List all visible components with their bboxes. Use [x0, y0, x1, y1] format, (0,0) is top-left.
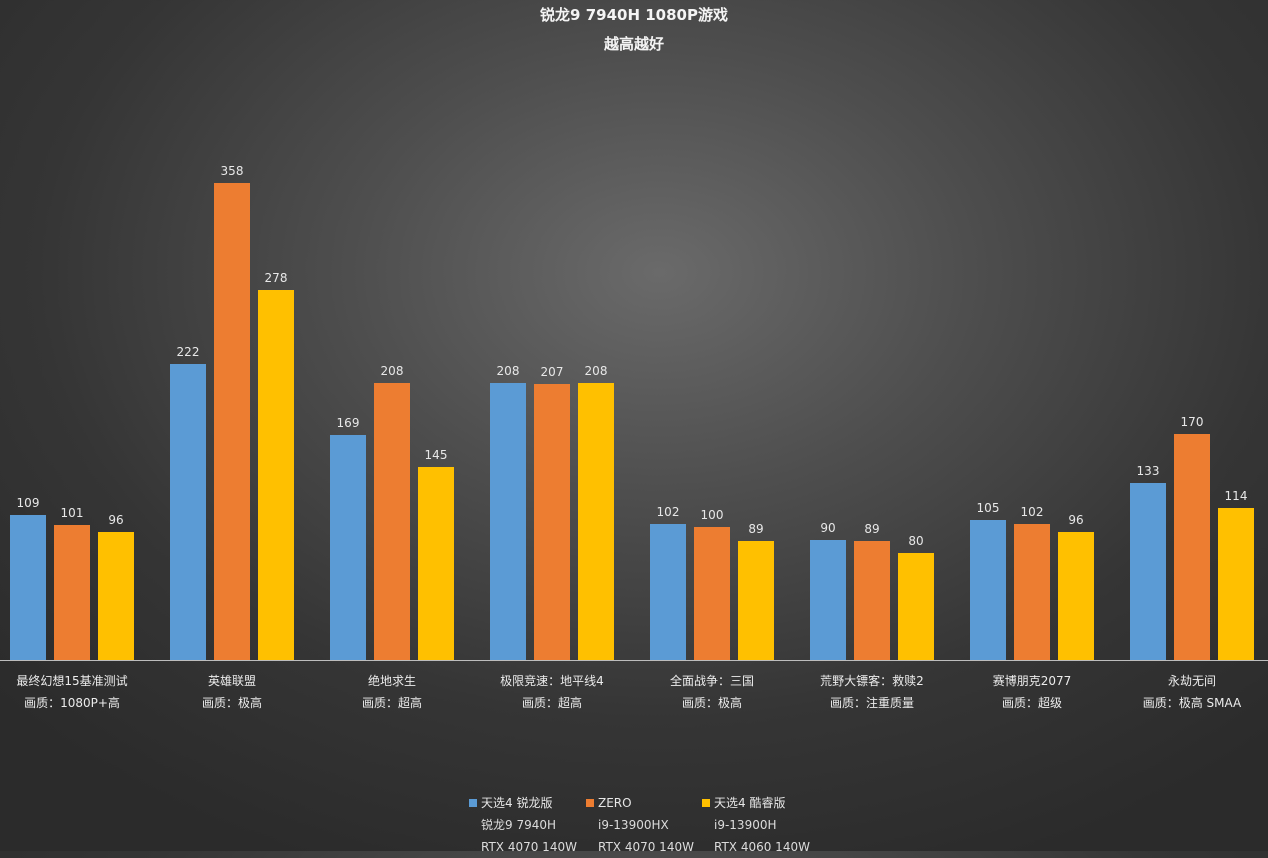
bar: [418, 467, 454, 660]
bar: [490, 383, 526, 660]
category-quality-label: 画质：1080P+高: [24, 696, 120, 710]
data-label: 222: [176, 345, 200, 359]
data-label: 102: [656, 505, 680, 519]
data-label: 80: [908, 534, 924, 548]
chart-title: 锐龙9 7940H 1080P游戏: [540, 6, 728, 24]
bar: [330, 435, 366, 660]
bar: [98, 532, 134, 660]
bar: [214, 183, 250, 660]
legend-swatch: [469, 799, 477, 807]
category-quality-label: 画质：超高: [361, 696, 422, 710]
category-label: 最终幻想15基准测试: [16, 674, 128, 688]
category-quality-label: 画质：极高: [201, 696, 262, 710]
category-label: 绝地求生: [367, 674, 416, 688]
legend-series-name: ZERO: [598, 796, 632, 810]
legend-item: 天选4 酷睿版 i9-13900H RTX 4060 140W: [702, 792, 810, 858]
bar: [54, 525, 90, 660]
bar: [1174, 434, 1210, 660]
category-label: 永劫无间: [1167, 674, 1216, 688]
data-label: 208: [380, 364, 404, 378]
data-label: 278: [264, 271, 288, 285]
bar: [1130, 483, 1166, 660]
data-label: 207: [540, 365, 564, 379]
chart-subtitle: 越高越好: [603, 35, 664, 53]
bar: [10, 515, 46, 660]
bar: [374, 383, 410, 660]
data-label: 114: [1224, 489, 1248, 503]
data-label: 105: [976, 501, 1000, 515]
legend-item: ZERO i9-13900HX RTX 4070 140W: [586, 792, 694, 858]
bar: [810, 540, 846, 660]
legend-cpu: 锐龙9 7940H: [481, 818, 557, 832]
bar: [650, 524, 686, 660]
bar: [854, 541, 890, 660]
data-label: 109: [16, 496, 40, 510]
category-label: 赛博朋克2077: [992, 674, 1072, 688]
data-label: 90: [820, 521, 836, 535]
category-label: 极限竞速：地平线4: [500, 674, 604, 688]
category-label: 全面战争：三国: [669, 674, 754, 688]
bar: [694, 527, 730, 660]
data-label: 101: [60, 506, 84, 520]
data-label: 170: [1180, 415, 1204, 429]
legend-cpu: i9-13900H: [714, 818, 777, 832]
legend-item: 天选4 锐龙版 锐龙9 7940H RTX 4070 140W: [469, 792, 577, 858]
bar: [170, 364, 206, 660]
legend-gpu: RTX 4070 140W: [481, 840, 577, 854]
data-label: 133: [1136, 464, 1160, 478]
data-label: 208: [584, 364, 608, 378]
legend-gpu: RTX 4060 140W: [714, 840, 810, 854]
bar: [738, 541, 774, 660]
category-quality-label: 画质：注重质量: [829, 696, 914, 710]
legend-series-name: 天选4 锐龙版: [481, 796, 553, 810]
category-quality-label: 画质：极高: [681, 696, 742, 710]
category-quality-label: 画质：超高: [521, 696, 582, 710]
data-label: 169: [336, 416, 360, 430]
data-label: 100: [700, 508, 724, 522]
bar: [1014, 524, 1050, 660]
data-label: 89: [748, 522, 764, 536]
bar: [578, 383, 614, 660]
category-quality-label: 画质：超级: [1001, 696, 1062, 710]
data-label: 89: [864, 522, 880, 536]
data-label: 208: [496, 364, 520, 378]
data-label: 145: [424, 448, 448, 462]
bar: [258, 290, 294, 660]
legend-series-name: 天选4 酷睿版: [714, 796, 786, 810]
bar: [1218, 508, 1254, 660]
category-quality-label: 画质：极高 SMAA: [1142, 696, 1242, 710]
legend-swatch: [586, 799, 594, 807]
bar: [898, 553, 934, 660]
legend-swatch: [702, 799, 710, 807]
data-label: 102: [1020, 505, 1044, 519]
category-label: 英雄联盟: [207, 674, 256, 688]
x-axis-line: [0, 660, 1268, 661]
data-label: 96: [1068, 513, 1084, 527]
bar: [970, 520, 1006, 660]
bar: [534, 384, 570, 660]
legend-gpu: RTX 4070 140W: [598, 840, 694, 854]
category-label: 荒野大镖客：救赎2: [820, 674, 924, 688]
data-label: 358: [220, 164, 244, 178]
legend-cpu: i9-13900HX: [598, 818, 669, 832]
data-label: 96: [108, 513, 124, 527]
bar: [1058, 532, 1094, 660]
